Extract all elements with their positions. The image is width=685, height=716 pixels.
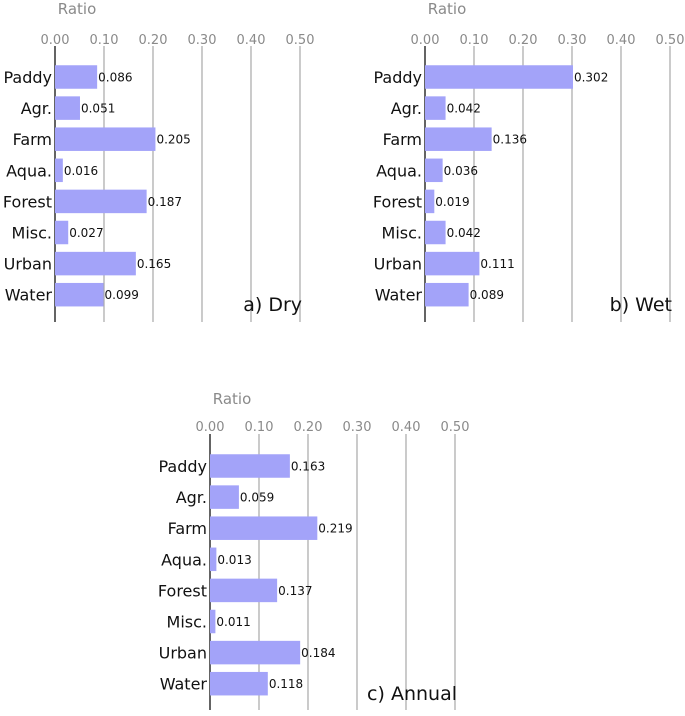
- value-label: 0.042: [447, 102, 481, 116]
- category-label: Paddy: [373, 68, 422, 87]
- category-label: Water: [375, 286, 423, 305]
- value-label: 0.111: [480, 257, 514, 271]
- value-label: 0.013: [217, 553, 251, 567]
- bar-agr: [55, 96, 80, 120]
- category-label: Urban: [374, 255, 422, 274]
- bar-misc: [425, 220, 446, 245]
- value-label: 0.205: [156, 133, 190, 147]
- value-label: 0.019: [435, 195, 469, 209]
- x-tick-label: 0.10: [90, 33, 119, 48]
- x-tick-label: 0.30: [343, 420, 372, 435]
- category-label: Misc.: [12, 224, 52, 243]
- x-tick-label: 0.50: [286, 33, 315, 48]
- value-label: 0.163: [291, 460, 325, 474]
- bar-misc: [210, 609, 216, 634]
- x-tick-label: 0.20: [139, 33, 168, 48]
- value-label: 0.219: [318, 522, 352, 536]
- x-axis-title: Ratio: [428, 0, 467, 18]
- x-axis-title: Ratio: [58, 0, 97, 18]
- x-tick-label: 0.30: [188, 33, 217, 48]
- bar-farm: [55, 127, 156, 151]
- value-label: 0.184: [301, 646, 335, 660]
- category-label: Urban: [159, 644, 207, 663]
- category-label: Agr.: [391, 99, 422, 118]
- category-label: Water: [160, 675, 208, 694]
- category-label: Farm: [168, 519, 207, 538]
- bar-urban: [55, 251, 136, 276]
- panel-label: b) Wet: [610, 294, 672, 316]
- value-label: 0.036: [444, 164, 478, 178]
- bar-paddy: [55, 65, 98, 89]
- x-tick-label: 0.00: [411, 33, 440, 48]
- category-label: Paddy: [3, 68, 52, 87]
- bar-water: [55, 282, 104, 307]
- category-label: Forest: [373, 192, 422, 211]
- category-label: Paddy: [158, 457, 207, 476]
- x-tick-label: 0.00: [196, 420, 225, 435]
- bar-agr: [425, 96, 446, 120]
- value-label: 0.042: [447, 226, 481, 240]
- bar-paddy: [210, 454, 290, 478]
- bar-urban: [210, 640, 301, 665]
- x-tick-label: 0.50: [441, 420, 470, 435]
- x-tick-label: 0.50: [656, 33, 685, 48]
- value-label: 0.059: [240, 491, 274, 505]
- value-label: 0.137: [278, 584, 312, 598]
- category-label: Water: [5, 286, 53, 305]
- category-label: Urban: [4, 255, 52, 274]
- bar-agr: [210, 485, 239, 509]
- x-tick-label: 0.40: [607, 33, 636, 48]
- bar-farm: [425, 127, 492, 151]
- bar-forest: [425, 189, 435, 214]
- bar-aqua: [55, 158, 63, 183]
- bar-forest: [55, 189, 147, 214]
- category-label: Forest: [3, 192, 52, 211]
- bar-misc: [55, 220, 69, 245]
- x-tick-label: 0.00: [41, 33, 70, 48]
- bar-aqua: [210, 547, 217, 572]
- category-label: Misc.: [382, 224, 422, 243]
- value-label: 0.118: [269, 677, 303, 691]
- bar-paddy: [425, 65, 573, 89]
- category-label: Farm: [13, 130, 52, 149]
- x-axis-title: Ratio: [213, 390, 252, 408]
- category-label: Farm: [383, 130, 422, 149]
- category-label: Agr.: [21, 99, 52, 118]
- x-tick-label: 0.20: [509, 33, 538, 48]
- panel-label: c) Annual: [367, 683, 457, 705]
- value-label: 0.011: [216, 615, 250, 629]
- category-label: Misc.: [167, 613, 207, 632]
- bar-aqua: [425, 158, 443, 183]
- x-tick-label: 0.10: [460, 33, 489, 48]
- category-label: Agr.: [176, 488, 207, 507]
- bar-urban: [425, 251, 480, 276]
- value-label: 0.099: [105, 288, 139, 302]
- value-label: 0.187: [148, 195, 182, 209]
- panel-label: a) Dry: [243, 294, 302, 316]
- bar-water: [425, 282, 469, 307]
- x-tick-label: 0.40: [237, 33, 266, 48]
- category-label: Aqua.: [6, 161, 52, 180]
- value-label: 0.136: [493, 133, 527, 147]
- category-label: Aqua.: [161, 550, 207, 569]
- category-label: Forest: [158, 581, 207, 600]
- value-label: 0.051: [81, 102, 115, 116]
- value-label: 0.165: [137, 257, 171, 271]
- value-label: 0.027: [69, 226, 103, 240]
- bar-forest: [210, 578, 278, 603]
- x-tick-label: 0.20: [294, 420, 323, 435]
- value-label: 0.016: [64, 164, 98, 178]
- x-tick-label: 0.40: [392, 420, 421, 435]
- value-label: 0.089: [470, 288, 504, 302]
- category-label: Aqua.: [376, 161, 422, 180]
- value-label: 0.302: [574, 71, 608, 85]
- value-label: 0.086: [98, 71, 132, 85]
- x-tick-label: 0.30: [558, 33, 587, 48]
- bar-water: [210, 671, 268, 696]
- x-tick-label: 0.10: [245, 420, 274, 435]
- bar-farm: [210, 516, 318, 540]
